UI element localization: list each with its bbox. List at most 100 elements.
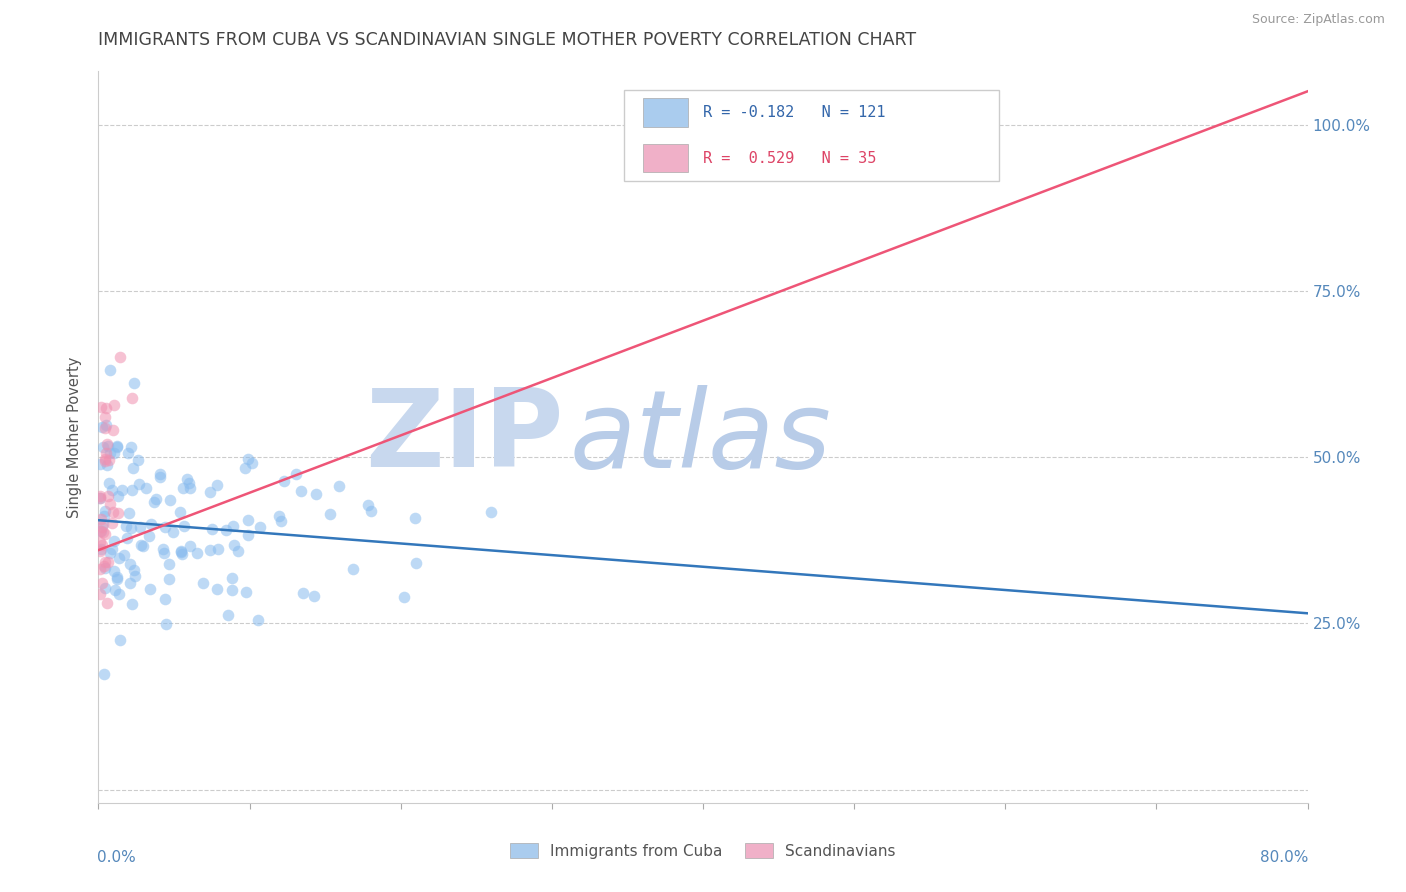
Point: [96, 596, 118, 610]
Point: [122, 564, 145, 578]
Point: [108, 351, 131, 365]
Point: [89, 489, 111, 503]
Point: [153, 591, 176, 606]
Point: [201, 522, 224, 536]
Point: [97, 489, 120, 503]
Point: [89, 535, 111, 549]
Point: [90, 512, 112, 526]
Point: [107, 587, 129, 601]
Point: [89, 491, 111, 505]
Point: [89, 587, 111, 601]
Point: [93, 508, 115, 523]
Point: [121, 460, 143, 475]
Point: [170, 545, 193, 559]
Point: [162, 525, 184, 540]
Point: [97, 556, 120, 570]
Point: [145, 491, 167, 506]
Point: [97, 475, 120, 490]
Point: [93, 561, 115, 575]
Point: [238, 452, 260, 467]
Point: [157, 572, 180, 586]
Point: [305, 487, 328, 501]
Point: [103, 564, 125, 578]
Point: [236, 527, 259, 541]
Text: Source: ZipAtlas.com: Source: ZipAtlas.com: [1251, 13, 1385, 27]
Point: [221, 572, 243, 586]
Point: [191, 576, 214, 591]
Point: [221, 583, 243, 598]
Point: [159, 492, 181, 507]
Point: [267, 509, 290, 524]
Point: [360, 504, 382, 518]
Text: ZIP: ZIP: [366, 384, 564, 490]
Point: [94, 555, 117, 569]
Point: [172, 481, 194, 495]
Point: [149, 467, 172, 481]
Point: [155, 617, 177, 632]
Point: [127, 453, 149, 467]
Point: [108, 632, 131, 647]
Point: [207, 542, 229, 557]
Point: [103, 398, 125, 412]
Point: [235, 461, 257, 475]
Point: [128, 476, 150, 491]
Point: [89, 562, 111, 576]
Point: [90, 542, 112, 557]
Point: [105, 570, 128, 584]
Point: [153, 546, 176, 560]
Point: [112, 548, 135, 562]
Point: [94, 446, 117, 460]
Text: atlas: atlas: [569, 384, 832, 490]
Point: [94, 454, 117, 468]
Point: [98, 545, 121, 559]
Point: [149, 470, 172, 484]
Text: IMMIGRANTS FROM CUBA VS SCANDINAVIAN SINGLE MOTHER POVERTY CORRELATION CHART: IMMIGRANTS FROM CUBA VS SCANDINAVIAN SIN…: [98, 31, 917, 49]
Point: [91, 537, 114, 551]
Point: [157, 558, 180, 572]
Point: [205, 478, 228, 492]
Point: [117, 446, 139, 460]
Point: [90, 420, 112, 434]
Point: [89, 458, 111, 472]
Point: [101, 542, 124, 557]
Point: [236, 513, 259, 527]
Point: [155, 520, 177, 534]
Point: [304, 589, 326, 603]
Point: [104, 583, 127, 598]
Point: [273, 474, 295, 488]
Point: [270, 514, 292, 528]
Point: [121, 597, 143, 611]
Point: [98, 446, 121, 460]
Point: [96, 458, 118, 473]
Point: [392, 591, 415, 605]
Point: [91, 525, 114, 540]
Point: [96, 401, 118, 415]
Point: [118, 507, 141, 521]
Point: [96, 436, 118, 450]
Point: [176, 472, 198, 486]
Point: [93, 559, 115, 574]
FancyBboxPatch shape: [643, 145, 689, 172]
Point: [121, 483, 143, 497]
Point: [179, 475, 201, 490]
Point: [170, 544, 193, 558]
Point: [100, 516, 122, 530]
Point: [120, 440, 142, 454]
Text: R = -0.182   N = 121: R = -0.182 N = 121: [703, 105, 886, 120]
Point: [105, 440, 128, 454]
Point: [342, 562, 364, 576]
Point: [94, 526, 117, 541]
Point: [173, 518, 195, 533]
Point: [94, 410, 117, 425]
Point: [103, 446, 125, 460]
Point: [404, 511, 426, 525]
Point: [328, 479, 350, 493]
Text: R =  0.529   N = 35: R = 0.529 N = 35: [703, 151, 876, 166]
Point: [101, 505, 124, 519]
Point: [169, 505, 191, 519]
Point: [132, 539, 155, 553]
Point: [249, 519, 271, 533]
FancyBboxPatch shape: [643, 98, 689, 127]
Point: [138, 582, 160, 596]
Point: [198, 543, 221, 558]
